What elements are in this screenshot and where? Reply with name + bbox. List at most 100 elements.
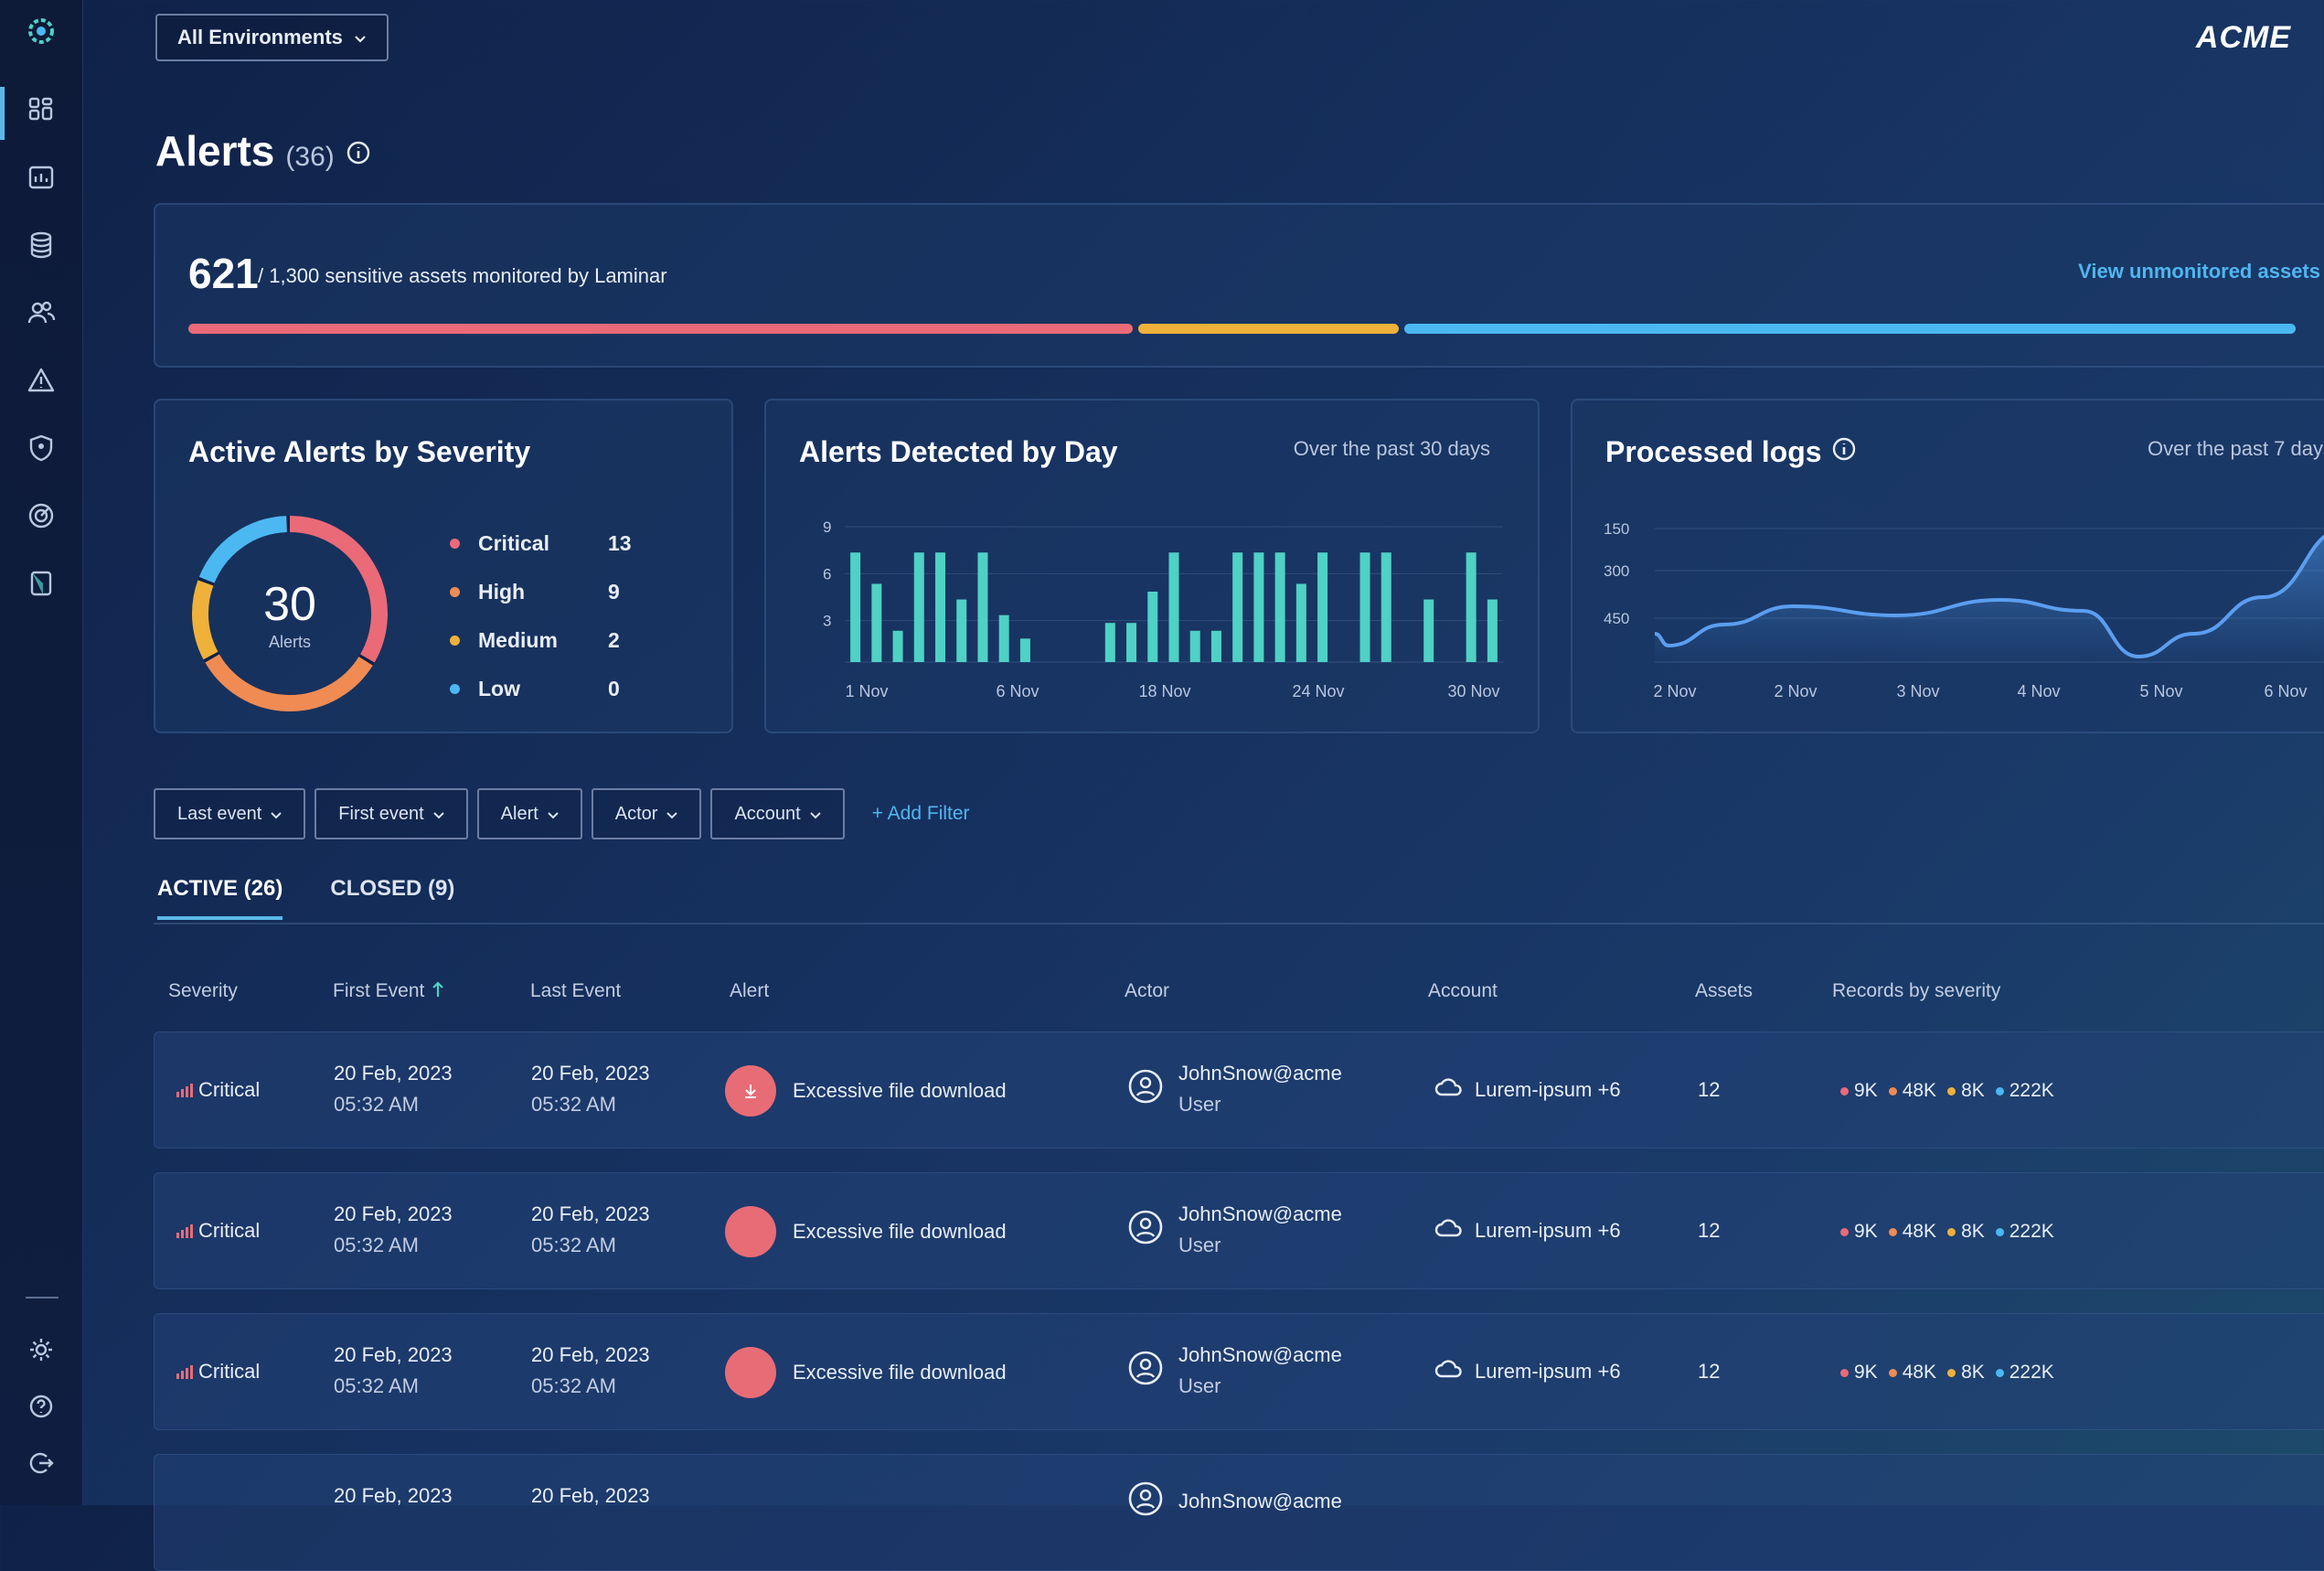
legend-value: 13 [608, 531, 632, 555]
last-event-time: 05:32 AM [531, 1234, 616, 1256]
add-filter-button[interactable]: + Add Filter [871, 803, 970, 824]
area-y-tick: 150 [1604, 520, 1629, 538]
actor-email: JohnSnow@acme [1178, 1202, 1342, 1225]
col-account[interactable]: Account [1428, 980, 1498, 1001]
users-icon[interactable] [25, 296, 58, 329]
bar-mark [1253, 552, 1264, 662]
record-value: 9K [1854, 1080, 1878, 1101]
table-row[interactable]: Critical 20 Feb, 2023 05:32 AM 20 Feb, 2… [154, 1313, 2324, 1430]
severity-cell: Critical [176, 1078, 260, 1102]
bar-mark [913, 552, 924, 662]
record-value: 48K [1902, 1362, 1937, 1383]
view-unmonitored-link[interactable]: View unmonitored assets [2078, 260, 2320, 283]
actor-cell[interactable]: JohnSnow@acme User [1127, 1058, 1342, 1120]
actor-cell[interactable]: JohnSnow@acme User [1127, 1340, 1342, 1402]
severity-card-title: Active Alerts by Severity [188, 435, 531, 468]
dashboard-icon[interactable] [25, 93, 58, 126]
alerts-warning-icon[interactable] [25, 364, 58, 397]
col-alert[interactable]: Alert [730, 980, 770, 1001]
alert-cell[interactable]: Excessive file download [725, 1206, 1007, 1257]
environment-dropdown[interactable]: All Environments [155, 14, 389, 61]
bar-x-tick: 18 Nov [1138, 682, 1190, 700]
processed-logs-area-chart: 150 300 450 2 Nov 2 Nov 3 Nov 4 Nov 5 Nov 6 Nov [1604, 520, 2324, 700]
bar-y-tick: 3 [823, 613, 831, 630]
assets-count: 12 [1698, 1360, 1721, 1383]
account-cell[interactable]: Lurem-ipsum +6 [1434, 1217, 1621, 1245]
bar-mark [935, 552, 946, 662]
donut-arc-low [198, 516, 288, 583]
record-dot [1995, 1368, 2004, 1377]
info-icon[interactable] [346, 140, 371, 166]
bar-mark [1189, 630, 1200, 662]
tab-active[interactable]: ACTIVE (26) [157, 876, 283, 920]
account-cell[interactable]: Lurem-ipsum +6 [1434, 1076, 1621, 1104]
first-event-date: 20 Feb, 2023 [334, 1202, 453, 1225]
notebook-icon[interactable] [25, 567, 58, 600]
day-card-title: Alerts Detected by Day [799, 435, 1118, 468]
severity-text: Critical [198, 1078, 261, 1101]
filter-account[interactable]: Account [710, 788, 845, 839]
alert-cell[interactable]: Excessive file download [725, 1347, 1007, 1398]
bar-mark [1487, 599, 1498, 662]
actor-email: JohnSnow@acme [1178, 1490, 1342, 1512]
record-value: 8K [1961, 1221, 1985, 1242]
filter-actor[interactable]: Actor [591, 788, 702, 839]
col-severity[interactable]: Severity [168, 980, 238, 1001]
bar-mark [1295, 583, 1306, 662]
settings-gear-icon[interactable] [25, 1333, 58, 1366]
col-assets[interactable]: Assets [1695, 980, 1754, 1001]
record-dot [1947, 1086, 1956, 1095]
radar-icon[interactable] [25, 499, 58, 532]
area-x-tick: 3 Nov [1896, 682, 1939, 700]
first-event-cell: 20 Feb, 2023 05:32 AM [334, 1058, 453, 1120]
bar-mark [1359, 552, 1370, 662]
first-event-time: 05:32 AM [334, 1374, 419, 1397]
tab-closed[interactable]: CLOSED (9) [330, 876, 455, 901]
severity-bars-icon [176, 1083, 193, 1097]
col-last-event[interactable]: Last Event [530, 980, 622, 1001]
record-dot [1995, 1227, 2004, 1236]
legend-item-high: High 9 [450, 568, 632, 616]
logout-icon[interactable] [25, 1447, 58, 1480]
table-row[interactable]: Critical 20 Feb, 2023 05:32 AM 20 Feb, 2… [154, 1031, 2324, 1149]
reports-icon[interactable] [25, 161, 58, 194]
record-value: 9K [1854, 1362, 1878, 1383]
app-logo-icon[interactable] [23, 13, 59, 49]
bar-mark [1381, 552, 1391, 662]
shield-icon[interactable] [25, 432, 58, 465]
sort-arrow-up-icon [432, 980, 444, 1004]
record-dot [1947, 1227, 1956, 1236]
info-icon[interactable] [1831, 435, 1857, 469]
page-title: Alerts (36) [155, 126, 371, 176]
last-event-date: 20 Feb, 2023 [531, 1202, 650, 1225]
alert-cell[interactable]: Excessive file download [725, 1065, 1007, 1117]
table-header: Severity First Event Last Event Alert Ac… [154, 980, 2324, 1017]
severity-cell: Critical [176, 1219, 260, 1243]
actor-cell[interactable]: JohnSnow@acme User [1127, 1199, 1342, 1261]
account-cell[interactable]: Lurem-ipsum +6 [1434, 1358, 1621, 1385]
database-icon[interactable] [25, 229, 58, 262]
actor-cell[interactable]: JohnSnow@acme [1127, 1480, 1342, 1523]
chevron-down-icon [271, 804, 283, 825]
account-name: Lurem-ipsum +6 [1475, 1078, 1621, 1101]
monitored-assets-card: 621 / 1,300 sensitive assets monitored b… [154, 203, 2324, 368]
table-row[interactable]: 20 Feb, 2023 20 Feb, 2023 JohnSnow@acme [154, 1454, 2324, 1571]
legend-value: 2 [608, 628, 620, 652]
filter-alert[interactable]: Alert [476, 788, 582, 839]
col-first-event[interactable]: First Event [333, 980, 444, 1004]
chevron-down-icon [810, 804, 821, 825]
chevron-down-icon [666, 804, 678, 825]
help-icon[interactable] [25, 1390, 58, 1423]
download-alert-icon [725, 1065, 776, 1117]
col-actor[interactable]: Actor [1125, 980, 1170, 1001]
legend-label: Medium [478, 628, 558, 652]
filter-first-event[interactable]: First event [314, 788, 468, 839]
filter-last-event[interactable]: Last event [154, 788, 306, 839]
main-content: All Environments ACME Alerts (36) 621 / … [82, 0, 2324, 1571]
active-alerts-severity-card: Active Alerts by Severity 30 Alerts Crit… [154, 399, 733, 733]
chevron-down-icon [354, 26, 367, 49]
area-y-tick: 450 [1604, 610, 1629, 627]
last-event-date: 20 Feb, 2023 [531, 1484, 650, 1507]
col-records-by-severity[interactable]: Records by severity [1832, 980, 2001, 1001]
table-row[interactable]: Critical 20 Feb, 2023 05:32 AM 20 Feb, 2… [154, 1172, 2324, 1289]
